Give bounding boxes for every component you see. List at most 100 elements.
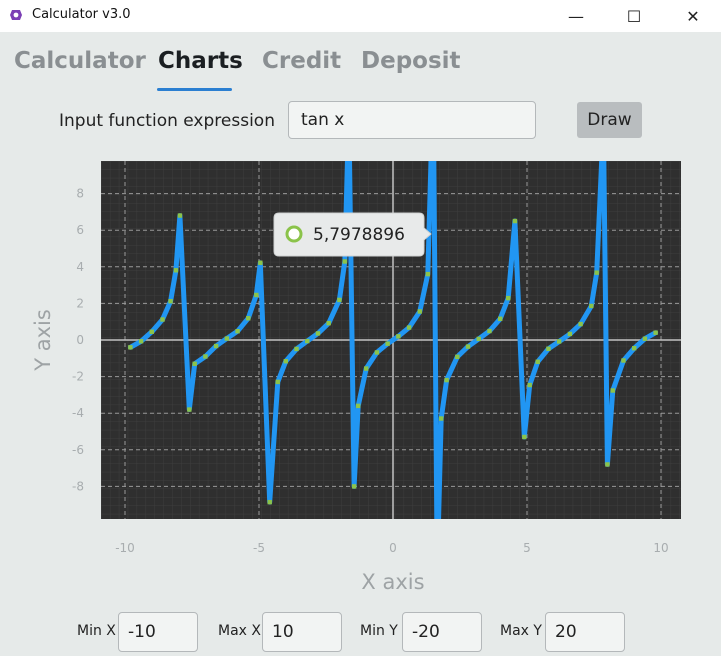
y-tick-labels: -8 -6 -4 -2 0 2 4 6 8 <box>72 187 84 494</box>
function-curve <box>127 161 659 519</box>
data-point <box>374 350 380 355</box>
data-point <box>283 359 288 364</box>
data-point <box>385 341 390 346</box>
data-point <box>305 338 310 344</box>
data-point <box>267 499 272 505</box>
data-point <box>351 484 357 489</box>
tab-credit[interactable]: Credit <box>262 48 342 74</box>
data-point <box>364 366 369 371</box>
data-point <box>168 299 173 304</box>
data-point <box>396 334 401 339</box>
min-x-input[interactable]: -10 <box>118 612 198 652</box>
data-point <box>546 346 551 351</box>
minimize-icon: — <box>568 6 584 26</box>
data-point <box>556 339 562 344</box>
min-y-label: Min Y <box>360 623 398 639</box>
max-x-input[interactable]: 10 <box>262 612 342 652</box>
data-point <box>406 325 412 330</box>
data-point <box>522 434 527 440</box>
data-point <box>439 416 444 421</box>
data-point <box>160 317 165 322</box>
maximize-icon: ☐ <box>626 6 642 26</box>
data-point <box>605 462 610 467</box>
x-tick-labels: -10 -5 0 5 10 <box>115 541 668 555</box>
data-point <box>578 321 583 327</box>
close-icon: ✕ <box>686 6 700 26</box>
app-logo-icon <box>10 10 22 20</box>
y-tick-label: -6 <box>72 443 84 457</box>
y-tick-label: 4 <box>76 260 84 274</box>
window-title: Calculator v3.0 <box>32 7 131 22</box>
tab-calculator[interactable]: Calculator <box>14 48 146 74</box>
data-point <box>128 345 133 350</box>
max-y-input[interactable]: 20 <box>545 612 625 652</box>
y-tick-label: 8 <box>76 187 84 201</box>
tab-charts[interactable]: Charts <box>158 48 243 74</box>
x-tick-label: -10 <box>115 541 135 555</box>
data-point <box>138 339 144 344</box>
tab-bar: Calculator Charts Credit Deposit <box>0 45 721 95</box>
data-point <box>632 346 637 351</box>
data-point <box>487 328 492 334</box>
data-point <box>498 316 503 321</box>
data-point <box>326 320 331 326</box>
data-point <box>275 379 280 385</box>
tooltip-value: 5,7978896 <box>313 225 405 245</box>
x-tick-label: -5 <box>253 541 265 555</box>
active-tab-indicator <box>157 88 232 91</box>
data-point <box>594 270 599 275</box>
title-bar: Calculator v3.0 — ☐ ✕ <box>0 0 721 32</box>
y-tick-label: -8 <box>72 479 84 493</box>
data-point <box>535 359 540 364</box>
function-chart[interactable]: -10 -5 0 5 10 -8 -6 -4 -2 0 2 4 6 8 X axis Y axis 5,… <box>0 150 721 600</box>
data-point <box>642 336 648 341</box>
data-point <box>621 358 626 363</box>
max-y-label: Max Y <box>500 623 542 639</box>
tab-deposit[interactable]: Deposit <box>361 48 461 74</box>
data-point <box>653 330 658 335</box>
data-point <box>192 361 197 366</box>
data-point <box>455 354 460 360</box>
y-tick-label: -2 <box>72 370 84 384</box>
data-point <box>173 268 179 273</box>
data-point <box>476 336 481 342</box>
y-tick-label: 6 <box>76 223 84 237</box>
draw-button[interactable]: Draw <box>577 102 642 138</box>
value-tooltip: 5,7978896 <box>273 212 432 257</box>
max-x-label: Max X <box>218 623 261 639</box>
x-tick-label: 10 <box>653 541 668 555</box>
data-point <box>610 388 615 393</box>
x-axis-label: X axis <box>361 570 424 594</box>
data-point <box>294 346 299 352</box>
data-point <box>203 354 208 359</box>
min-y-input[interactable]: -20 <box>402 612 482 652</box>
y-tick-label: -4 <box>72 406 84 420</box>
min-x-label: Min X <box>77 623 116 639</box>
expression-label: Input function expression <box>59 111 275 131</box>
data-point <box>342 259 347 264</box>
data-point <box>258 260 263 265</box>
y-tick-label: 2 <box>76 296 84 310</box>
data-point <box>213 343 219 349</box>
data-point <box>465 344 471 349</box>
data-point <box>177 213 183 218</box>
data-point <box>527 382 532 388</box>
data-point <box>246 316 251 321</box>
data-point <box>254 292 259 298</box>
data-point <box>417 309 422 314</box>
data-point <box>337 297 342 303</box>
data-point <box>355 403 361 409</box>
x-tick-label: 0 <box>389 541 397 555</box>
maximize-button[interactable]: ☐ <box>611 0 657 32</box>
data-point <box>567 331 573 337</box>
data-point <box>149 329 154 334</box>
data-point <box>512 218 518 224</box>
y-axis-label: Y axis <box>31 309 55 372</box>
minimize-button[interactable]: — <box>553 0 599 32</box>
chart-area: -10 -5 0 5 10 -8 -6 -4 -2 0 2 4 6 8 X axis Y axis 5,… <box>0 150 721 600</box>
data-point <box>444 377 449 383</box>
close-button[interactable]: ✕ <box>670 0 716 32</box>
data-point <box>425 271 431 277</box>
data-point <box>187 407 192 412</box>
expression-input[interactable]: tan x <box>288 101 536 139</box>
